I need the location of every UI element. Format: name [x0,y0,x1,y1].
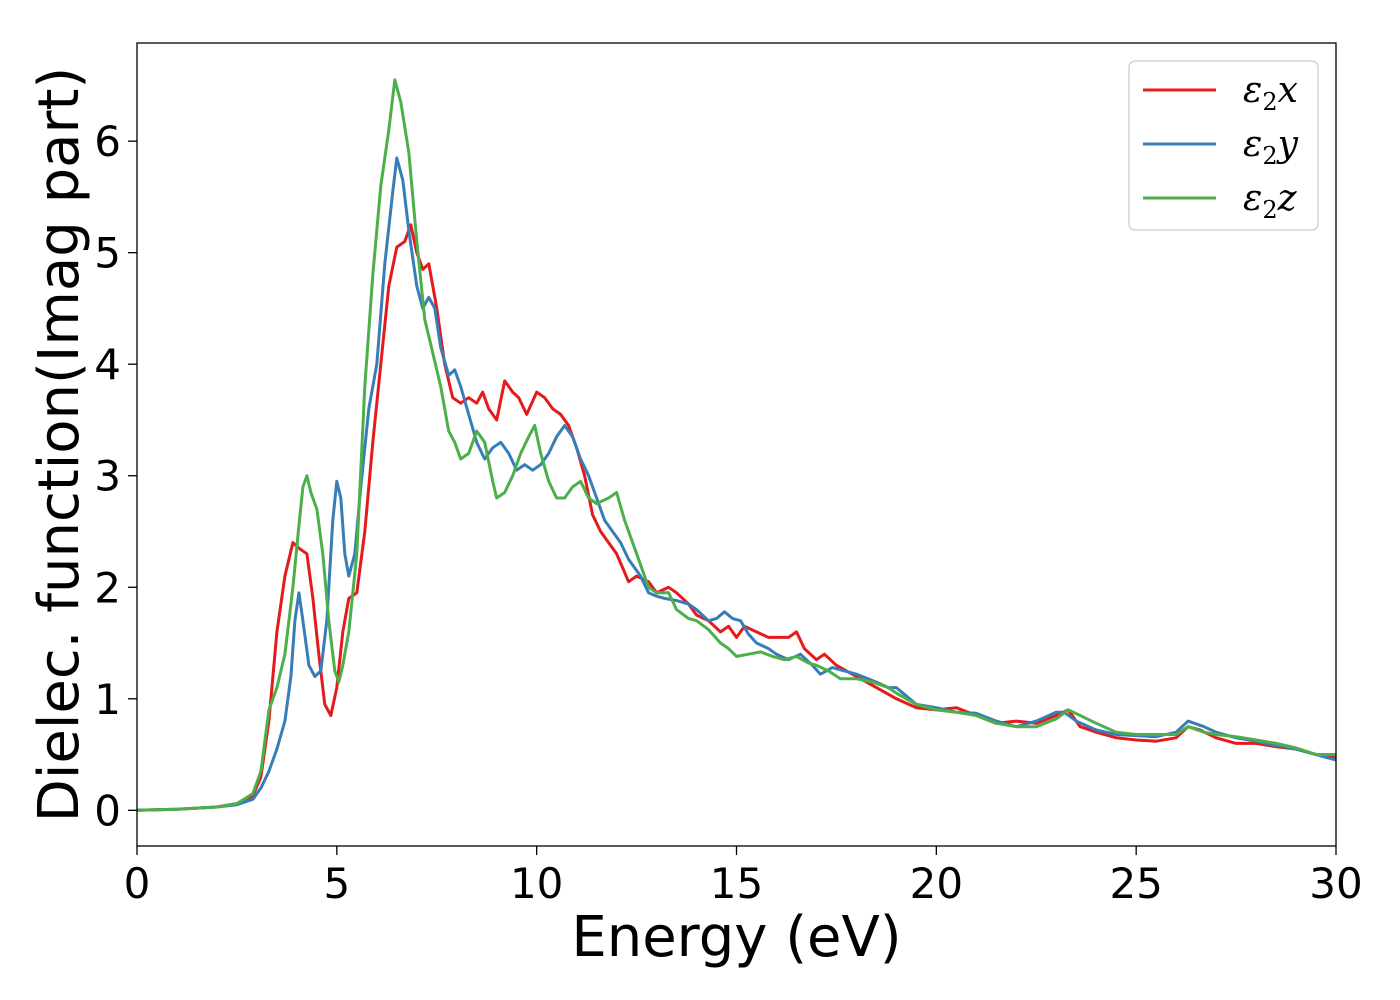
legend: ε2x ε2y ε2z [1128,60,1319,231]
x-tick-label: 20 [910,859,963,908]
y-tick-label: 0 [94,786,121,835]
y-tick-label: 6 [94,117,121,166]
legend-label-2: ε2z [1243,178,1298,224]
series-line-0 [137,223,1336,812]
x-axis-ticks: 0 5 10 15 20 25 30 [124,846,1363,908]
y-tick-label: 5 [94,229,121,278]
x-tick-label: 10 [510,859,563,908]
x-tick-label: 5 [323,859,350,908]
x-tick-label: 15 [710,859,763,908]
x-axis-title: Energy (eV) [571,905,901,970]
x-tick-label: 0 [124,859,151,908]
x-tick-label: 30 [1309,859,1362,908]
y-tick-label: 1 [94,675,121,724]
series-layer [137,78,1336,812]
y-axis-title: Dielec. function(Imag part) [27,67,92,823]
y-axis-ticks: 0 1 2 3 4 5 6 [94,117,137,835]
x-tick-label: 25 [1109,859,1162,908]
y-tick-label: 2 [94,563,121,612]
legend-label-1: ε2y [1243,124,1299,170]
legend-box [1128,60,1319,231]
series-line-2 [137,78,1336,812]
legend-label-0: ε2x [1243,70,1298,116]
y-tick-label: 4 [94,340,121,389]
y-tick-label: 3 [94,452,121,501]
